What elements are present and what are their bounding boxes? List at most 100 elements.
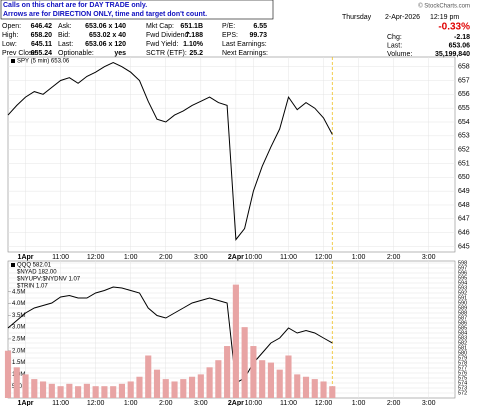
quote-value: 651.1B bbox=[180, 23, 203, 30]
y-tick-label: 576 bbox=[458, 370, 467, 376]
date: 2-Apr-2026 bbox=[385, 14, 420, 21]
quote-value: 653.06 x 120 bbox=[85, 41, 126, 48]
stat-value: -2.18 bbox=[454, 34, 470, 41]
quote-label: Last: bbox=[58, 41, 73, 48]
y-tick-label: 587 bbox=[458, 315, 467, 321]
stat-label: Volume: bbox=[387, 51, 412, 58]
x-tick-label: 1:00 bbox=[124, 254, 138, 261]
volume-bar bbox=[197, 374, 204, 398]
x-tick-label: 11:00 bbox=[280, 400, 297, 406]
volume-bar bbox=[83, 383, 90, 398]
x-tick-label: 1:00 bbox=[352, 400, 366, 406]
volume-bar bbox=[39, 381, 47, 398]
price-line bbox=[7, 61, 333, 241]
legend-note: $TRIN 1.07 bbox=[17, 284, 48, 290]
y2-tick-label: 3.5M bbox=[12, 313, 25, 319]
quote-value: 25.2 bbox=[189, 50, 203, 57]
quote-value: 655.24 bbox=[31, 50, 53, 57]
y-tick-label: 596 bbox=[458, 270, 467, 276]
panel-frame bbox=[7, 260, 456, 399]
note-box bbox=[0, 0, 274, 20]
legend-note: $NYUPV:$NYDNV 1.07 bbox=[17, 277, 81, 283]
x-tick-label: 1Apr bbox=[18, 400, 34, 406]
y-tick-label: 653 bbox=[458, 133, 470, 140]
volume-bar bbox=[302, 376, 310, 398]
x-tick-label: 3:00 bbox=[194, 400, 208, 406]
y-tick-label: 591 bbox=[458, 295, 467, 301]
x-tick-label: 2:00 bbox=[387, 400, 401, 406]
lower-panel: 5725735745755765775785795805815825835845… bbox=[4, 260, 467, 406]
volume-bar bbox=[206, 367, 213, 398]
volume-bar bbox=[259, 360, 266, 398]
y-tick-label: 593 bbox=[458, 285, 467, 291]
volume-bar bbox=[13, 367, 20, 398]
quote-value: 653.02 x 40 bbox=[89, 32, 126, 39]
y-tick-label: 575 bbox=[458, 375, 467, 381]
quote-label: Open: bbox=[2, 23, 21, 30]
legend-swatch bbox=[11, 263, 15, 267]
volume-bar bbox=[329, 386, 336, 398]
y-tick-label: 583 bbox=[458, 335, 467, 341]
volume-bar bbox=[101, 386, 108, 398]
volume-bar bbox=[75, 386, 82, 398]
legend-entry: QQQ 582.01 bbox=[17, 263, 52, 269]
volume-bar bbox=[320, 381, 327, 398]
quote-value: 646.42 bbox=[31, 23, 53, 30]
x-tick-label: 10:00 bbox=[245, 254, 263, 261]
quote-label: Fwd Yield: bbox=[146, 41, 178, 48]
x-tick-label: 2:00 bbox=[159, 254, 173, 261]
volume-bar bbox=[285, 355, 292, 398]
x-tick-label: 2:00 bbox=[387, 254, 401, 261]
y-tick-label: 586 bbox=[458, 320, 467, 326]
y-tick-label: 574 bbox=[458, 380, 467, 386]
day: Thursday bbox=[342, 14, 372, 21]
change-pct: -0.33% bbox=[438, 22, 470, 33]
x-tick-label: 11:00 bbox=[52, 400, 69, 406]
y-tick-label: 652 bbox=[458, 147, 470, 154]
panel-frame bbox=[7, 56, 456, 253]
quote-label: Low: bbox=[2, 41, 17, 48]
volume-bar bbox=[294, 374, 301, 398]
volume-bar bbox=[215, 360, 222, 398]
volume-bar bbox=[267, 362, 275, 398]
y-tick-label: 651 bbox=[458, 160, 470, 167]
y-tick-label: 581 bbox=[458, 345, 467, 351]
price-panel: 645 646 647 648 649 650 651 652 653 654 655 656 657 6… bbox=[7, 57, 470, 261]
stat-value: 35,199,840 bbox=[435, 51, 470, 58]
y-tick-label: 647 bbox=[458, 216, 470, 223]
y-tick-label: 657 bbox=[458, 77, 470, 84]
y-tick-label: 645 bbox=[458, 243, 470, 250]
volume-bar bbox=[162, 379, 169, 398]
y-tick-label: 584 bbox=[458, 330, 467, 336]
x-tick-label: 2Apr bbox=[228, 400, 244, 406]
volume-bar bbox=[232, 284, 239, 398]
volume-bar bbox=[188, 376, 196, 398]
y-tick-label: 592 bbox=[458, 290, 467, 296]
quote-value: 1.10% bbox=[183, 41, 204, 48]
volume-bar bbox=[92, 386, 99, 398]
quote-table: Open: 646.42 Ask: 653.06 x 140 Mkt Cap: 651.1… bbox=[2, 23, 470, 58]
volume-bar bbox=[31, 379, 38, 398]
legend-swatch bbox=[11, 59, 15, 63]
x-tick-label: 1:00 bbox=[124, 400, 138, 406]
volume-bar bbox=[224, 346, 231, 398]
volume-bar bbox=[127, 381, 134, 398]
volume-bar bbox=[57, 386, 64, 398]
legend-note: $NYAD 182.00 bbox=[17, 270, 57, 276]
y2-tick-label: 2.0M bbox=[12, 348, 25, 354]
time: 12:19 pm bbox=[430, 14, 459, 21]
x-tick-label: 1Apr bbox=[18, 254, 34, 261]
quote-label: Next Earnings: bbox=[222, 50, 268, 57]
x-tick-label: 2:00 bbox=[159, 400, 173, 406]
stat-label: Chg: bbox=[387, 34, 402, 41]
y2-tick-label: 1.5M bbox=[12, 360, 25, 366]
y-tick-label: 598 bbox=[458, 260, 467, 266]
y-tick-label: 597 bbox=[458, 265, 467, 271]
y-tick-label: 649 bbox=[458, 188, 470, 195]
quote-value: 653.06 x 140 bbox=[85, 23, 126, 30]
quote-value: 7.188 bbox=[185, 32, 203, 39]
quote-value: yes bbox=[114, 50, 126, 57]
y-tick-label: 646 bbox=[458, 229, 470, 236]
